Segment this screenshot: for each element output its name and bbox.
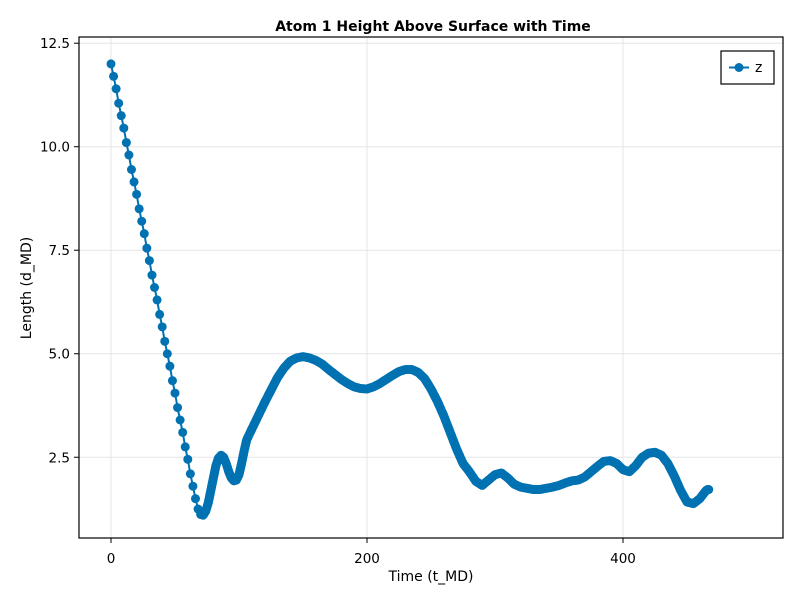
- legend-label: z: [755, 60, 762, 76]
- data-point: [111, 84, 121, 94]
- data-point: [704, 485, 714, 495]
- data-point: [144, 256, 154, 266]
- legend: z: [720, 50, 775, 85]
- data-point: [162, 349, 172, 359]
- grid: [79, 37, 783, 538]
- y-axis-ticks: 2.5 5.0 7.5 10.0 12.5: [40, 36, 79, 466]
- data-point: [137, 216, 147, 226]
- data-point: [170, 388, 180, 398]
- y-tick-label: 2.5: [49, 450, 70, 466]
- x-tick-label: 200: [354, 551, 380, 567]
- data-point: [139, 229, 149, 239]
- data-point: [157, 322, 167, 332]
- data-point: [152, 295, 162, 305]
- series-z: [106, 59, 714, 520]
- data-point: [134, 204, 144, 214]
- data-point: [183, 454, 193, 464]
- data-point: [116, 111, 126, 121]
- data-point: [188, 481, 198, 491]
- data-point: [132, 189, 142, 199]
- data-point: [121, 138, 131, 148]
- data-point: [167, 376, 177, 386]
- data-point: [124, 150, 134, 160]
- y-tick-label: 5.0: [49, 347, 70, 363]
- data-point: [190, 494, 200, 504]
- data-point: [106, 59, 116, 69]
- data-point: [142, 243, 152, 253]
- x-tick-label: 0: [107, 551, 116, 567]
- x-axis-ticks: 0 200 400: [107, 538, 636, 567]
- data-point: [178, 427, 188, 437]
- data-point: [180, 442, 190, 452]
- data-point: [150, 283, 160, 292]
- x-axis-label: Time (t_MD): [388, 569, 474, 585]
- data-point: [114, 98, 124, 108]
- chart-title: Atom 1 Height Above Surface with Time: [275, 19, 591, 35]
- y-tick-label: 7.5: [49, 243, 70, 259]
- plot-frame: [78, 36, 784, 539]
- data-point: [119, 123, 129, 133]
- y-tick-label: 12.5: [40, 36, 70, 52]
- legend-marker: [734, 63, 744, 72]
- data-point: [173, 403, 183, 413]
- data-point: [175, 415, 185, 425]
- y-tick-label: 10.0: [40, 140, 70, 156]
- data-point: [155, 309, 165, 319]
- data-point: [147, 270, 157, 280]
- x-tick-label: 400: [610, 551, 636, 567]
- data-point: [126, 165, 136, 174]
- data-point: [109, 71, 119, 81]
- data-point: [165, 361, 175, 371]
- data-point: [129, 177, 139, 187]
- y-axis-label: Length (d_MD): [19, 237, 35, 339]
- data-point: [160, 336, 170, 346]
- data-point: [185, 469, 195, 479]
